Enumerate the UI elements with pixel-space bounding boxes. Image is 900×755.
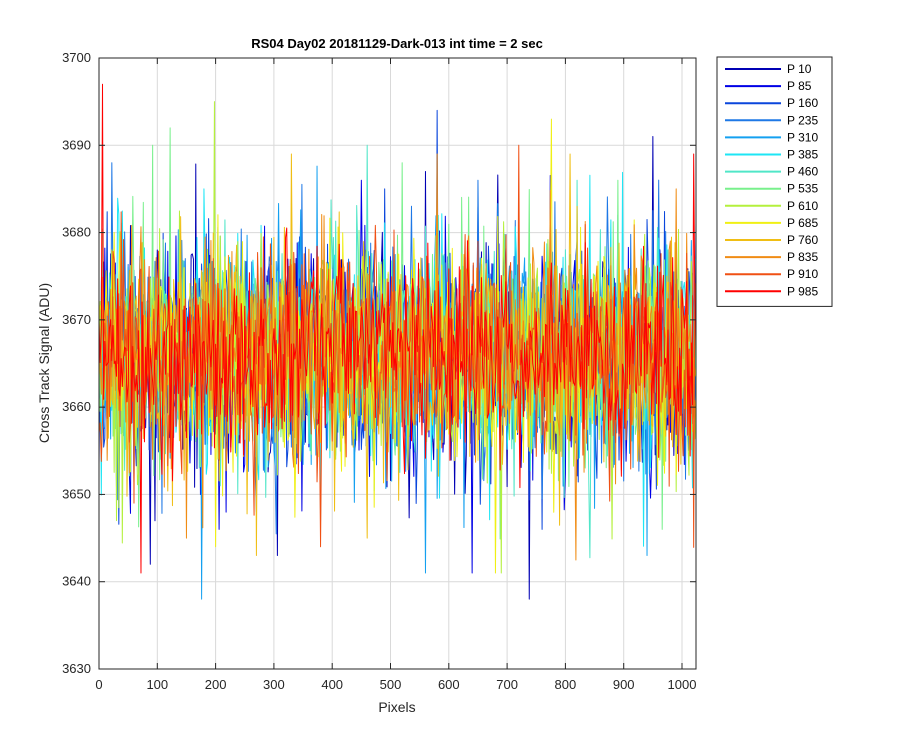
y-tick-label: 3680 <box>62 225 91 240</box>
legend-entry-label: P 310 <box>787 130 818 144</box>
legend-entry-label: P 685 <box>787 216 818 230</box>
legend-entry-label: P 985 <box>787 284 818 298</box>
x-tick-label: 800 <box>555 677 577 692</box>
series-layer <box>98 83 697 600</box>
legend-entry-label: P 835 <box>787 250 818 264</box>
y-axis-label: Cross Track Signal (ADU) <box>36 283 52 443</box>
series-line-p-985 <box>98 83 697 574</box>
y-tick-label: 3690 <box>62 137 91 152</box>
x-tick-label: 200 <box>205 677 227 692</box>
y-tick-label: 3650 <box>62 486 91 501</box>
x-tick-label: 400 <box>321 677 343 692</box>
x-axis-label: Pixels <box>378 699 415 715</box>
legend-entry-label: P 160 <box>787 96 818 110</box>
chart-title: RS04 Day02 20181129-Dark-013 int time = … <box>251 36 543 51</box>
axis-ticks: 0 100 200 300 400 500 600 700 800 900 1000 3630 3640… <box>62 50 696 692</box>
plot-frame <box>98 57 697 670</box>
y-tick-label: 3640 <box>62 574 91 589</box>
x-tick-label: 700 <box>496 677 518 692</box>
legend-entry-label: P 385 <box>787 148 818 162</box>
legend: P 10 P 85 P 160 P 235 P 310 P 385 P 460 P 535 P … <box>716 56 833 307</box>
x-tick-label: 300 <box>263 677 285 692</box>
legend-entry-label: P 610 <box>787 199 818 213</box>
legend-entry-label: P 235 <box>787 113 818 127</box>
legend-entry-label: P 760 <box>787 233 818 247</box>
x-tick-label: 600 <box>438 677 460 692</box>
legend-entry-label: P 10 <box>787 62 812 76</box>
legend-entry-label: P 910 <box>787 267 818 281</box>
legend-entry-label: P 535 <box>787 182 818 196</box>
legend-entry-label: P 85 <box>787 79 812 93</box>
y-tick-label: 3660 <box>62 399 91 414</box>
y-tick-label: 3670 <box>62 312 91 327</box>
y-tick-label: 3700 <box>62 50 91 65</box>
x-tick-label: 100 <box>146 677 168 692</box>
y-tick-label: 3630 <box>62 661 91 676</box>
x-tick-label: 1000 <box>668 677 697 692</box>
legend-entry-label: P 460 <box>787 165 818 179</box>
x-tick-label: 0 <box>95 677 102 692</box>
x-tick-label: 900 <box>613 677 635 692</box>
x-tick-label: 500 <box>380 677 402 692</box>
legend-box <box>716 56 833 307</box>
